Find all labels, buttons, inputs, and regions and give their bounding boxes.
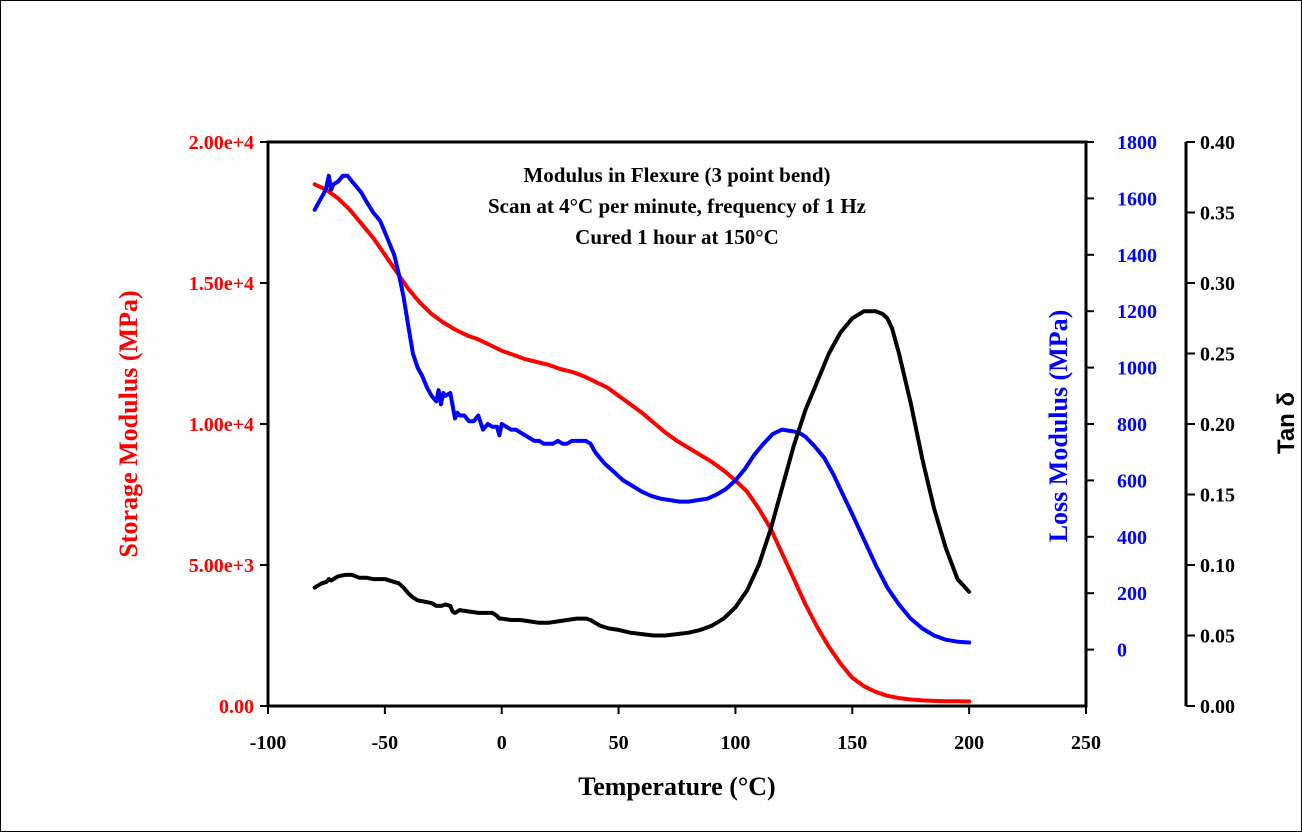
loss-modulus-line xyxy=(312,173,972,645)
x-axis-title: Temperature (°C) xyxy=(578,772,775,801)
loss-tick-label: 800 xyxy=(1117,414,1147,436)
tan-delta-tick-label: 0.00 xyxy=(1200,696,1235,718)
loss-tick-label: 1800 xyxy=(1117,132,1157,154)
storage-modulus-axis: 0.00 5.00e+3 1.00e+4 1.50e+4 2.00e+4 xyxy=(189,132,268,718)
x-tick-label: 50 xyxy=(609,732,629,754)
loss-tick-label: 400 xyxy=(1117,527,1147,549)
storage-modulus-line xyxy=(312,182,972,704)
loss-tick-label: 1000 xyxy=(1117,358,1157,380)
tan-delta-tick-label: 0.10 xyxy=(1200,555,1235,577)
annotation-line-1: Modulus in Flexure (3 point bend) xyxy=(523,163,830,187)
tan-delta-tick-label: 0.25 xyxy=(1200,344,1235,366)
tan-delta-axis-title: Tan δ xyxy=(1273,392,1300,454)
series-layer xyxy=(312,173,972,704)
storage-tick-label: 1.50e+4 xyxy=(189,273,254,295)
x-tick-label: -50 xyxy=(372,732,399,754)
tan-delta-line xyxy=(312,309,972,638)
loss-tick-label: 600 xyxy=(1117,470,1147,492)
tan-delta-tick-label: 0.40 xyxy=(1200,132,1235,154)
storage-tick-label: 1.00e+4 xyxy=(189,414,254,436)
tan-delta-tick-label: 0.35 xyxy=(1200,203,1235,225)
storage-tick-label: 2.00e+4 xyxy=(189,132,254,154)
loss-tick-label: 1600 xyxy=(1117,188,1157,210)
loss-modulus-axis-title: Loss Modulus (MPa) xyxy=(1044,310,1073,543)
tan-delta-tick-label: 0.05 xyxy=(1200,626,1235,648)
loss-tick-label: 0 xyxy=(1117,640,1127,662)
annotation-line-2: Scan at 4°C per minute, frequency of 1 H… xyxy=(488,194,866,218)
tan-delta-tick-label: 0.20 xyxy=(1200,414,1235,436)
tan-delta-axis: 0.00 0.05 0.10 0.15 0.20 0.25 0.30 0.35 0.40 xyxy=(1184,132,1235,718)
loss-tick-label: 1400 xyxy=(1117,245,1157,267)
x-tick-label: 0 xyxy=(497,732,507,754)
storage-tick-label: 5.00e+3 xyxy=(189,555,254,577)
tan-delta-tick-label: 0.15 xyxy=(1200,485,1235,507)
tan-delta-tick-label: 0.30 xyxy=(1200,273,1235,295)
x-axis: -100 -50 0 50 100 150 200 250 xyxy=(250,706,1101,754)
storage-modulus-axis-title: Storage Modulus (MPa) xyxy=(114,290,143,557)
x-tick-label: 250 xyxy=(1071,732,1101,754)
x-tick-label: 200 xyxy=(954,732,984,754)
loss-modulus-axis: 0 200 400 600 800 1000 1200 1400 1600 1800 xyxy=(1086,132,1157,662)
loss-tick-label: 1200 xyxy=(1117,301,1157,323)
loss-tick-label: 200 xyxy=(1117,583,1147,605)
storage-tick-label: 0.00 xyxy=(219,696,254,718)
x-tick-label: 150 xyxy=(837,732,867,754)
x-tick-label: -100 xyxy=(250,732,287,754)
annotation-line-3: Cured 1 hour at 150°C xyxy=(575,225,779,249)
x-tick-label: 100 xyxy=(720,732,750,754)
